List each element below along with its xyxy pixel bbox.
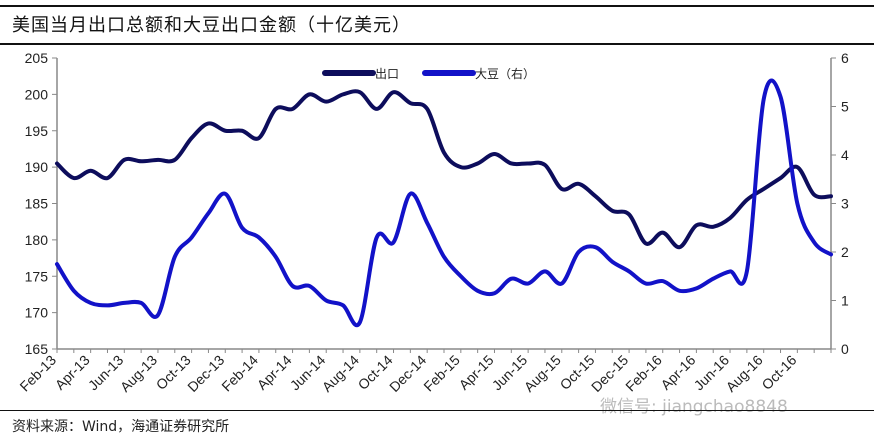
right-tick-label: 3 [841, 196, 849, 212]
top-rule [0, 5, 874, 7]
left-tick-label: 195 [25, 123, 49, 139]
x-tick-label: Aug-13 [117, 352, 160, 395]
left-tick-label: 165 [25, 341, 49, 357]
left-tick-label: 170 [25, 305, 49, 321]
chart-title: 美国当月出口总额和大豆出口金额（十亿美元） [12, 15, 411, 36]
legend-label: 出口 [375, 67, 399, 81]
x-tick-label: Apr-15 [456, 352, 497, 393]
source-note: 资料来源：Wind，海通证券研究所 [12, 419, 230, 435]
x-tick-label: Apr-13 [52, 352, 93, 393]
x-tick-label: Feb-15 [420, 352, 463, 395]
right-tick-label: 5 [841, 99, 849, 115]
legend-label: 大豆（右） [475, 66, 535, 81]
x-tick-label: Aug-16 [723, 352, 766, 395]
x-tick-label: Dec-13 [184, 352, 227, 395]
right-tick-label: 1 [841, 293, 849, 309]
left-tick-label: 205 [25, 50, 49, 66]
left-tick-label: 180 [25, 232, 49, 248]
x-tick-label: Dec-15 [588, 352, 631, 395]
left-tick-label: 185 [25, 196, 49, 212]
x-tick-label: Apr-16 [657, 352, 698, 393]
x-tick-label: Apr-14 [254, 352, 295, 393]
x-tick-label: Feb-16 [622, 352, 665, 395]
watermark: 微信号: jiangchao8848 [600, 397, 788, 417]
title-rule [0, 43, 874, 45]
x-tick-label: Feb-14 [218, 352, 261, 395]
left-tick-label: 175 [25, 268, 49, 284]
right-tick-label: 2 [841, 244, 849, 260]
x-tick-label: Feb-13 [16, 352, 59, 395]
right-tick-label: 4 [841, 147, 849, 163]
footer-rule [0, 410, 874, 411]
series-line-soybeans [55, 78, 833, 327]
x-tick-label: Aug-14 [319, 352, 362, 395]
left-tick-label: 200 [25, 86, 49, 102]
x-tick-label: Dec-14 [386, 352, 429, 395]
right-tick-label: 0 [841, 341, 849, 357]
left-tick-label: 190 [25, 159, 49, 175]
series-line-exports [55, 89, 833, 250]
x-tick-label: Oct-16 [758, 352, 799, 393]
x-tick-label: Aug-15 [521, 352, 564, 395]
right-tick-label: 6 [841, 50, 849, 66]
